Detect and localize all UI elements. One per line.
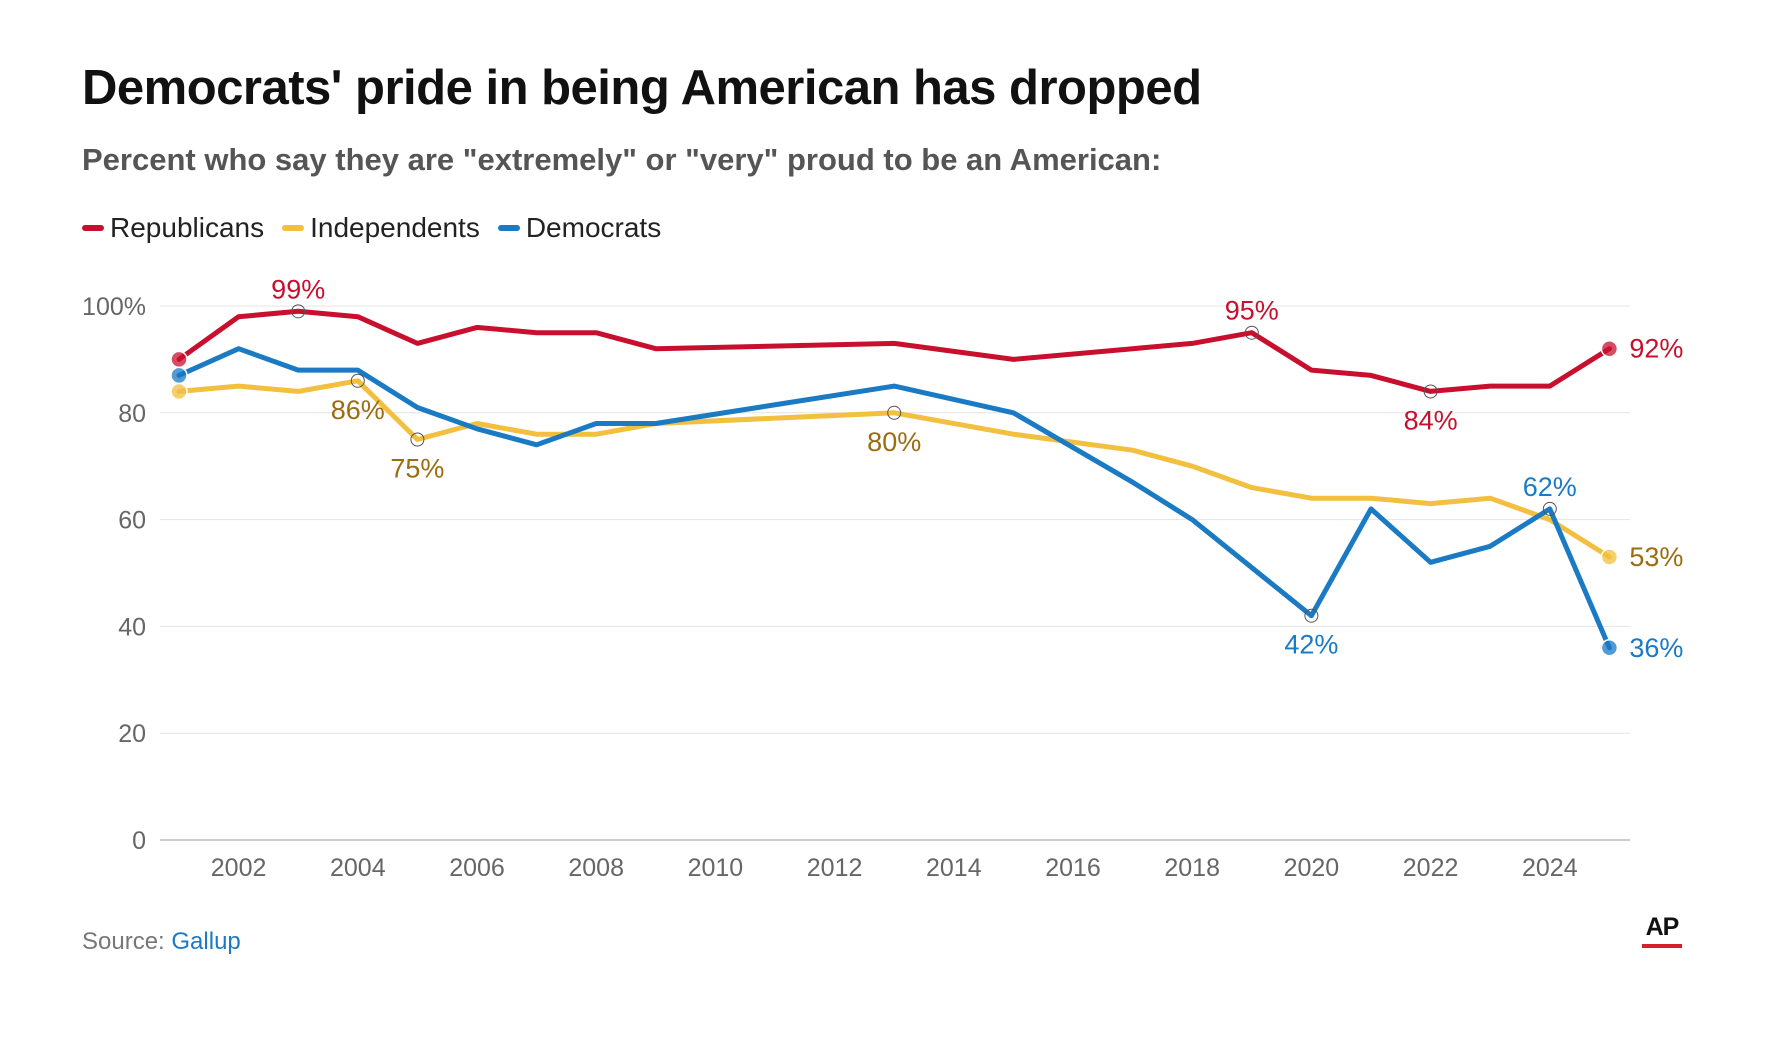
y-tick-label: 80 [118,400,146,428]
chart-title: Democrats' pride in being American has d… [82,61,1202,115]
legend-item-republicans: Republicans [82,212,264,244]
annotation-marker-democrats [1304,608,1319,623]
legend-label-democrats: Democrats [525,212,662,243]
ap-logo: AP [1642,914,1682,948]
ap-logo-text: AP [1645,913,1680,941]
x-tick-label: 2004 [330,854,386,882]
source-link[interactable]: Gallup [171,928,241,955]
legend-label-republicans: Republicans [110,212,265,243]
legend-item-democrats: Democrats [497,212,662,244]
y-tick-label: 0 [132,827,146,855]
series-democrats-start-point [170,366,188,385]
series-line-republicans [176,308,1612,394]
x-tick-label: 2014 [926,854,982,882]
annotation-marker-independents [350,373,365,388]
source-prefix: Source: [82,928,165,955]
legend-label-independents: Independents [310,212,480,243]
series-line-independents [176,378,1612,560]
legend: Republicans Independents Democrats [82,212,679,244]
series-independents-end-point [1600,548,1619,566]
data-label-democrats: 62% [1523,472,1577,502]
y-tick-label: 60 [118,507,146,535]
y-tick-label: 100% [82,293,146,321]
y-tick-label: 20 [118,720,146,748]
annotation-marker-independents [887,405,902,420]
data-label-republicans: 84% [1404,405,1458,435]
data-label-independents: 75% [390,454,444,484]
series-democrats-end-point [1600,639,1619,657]
legend-item-independents: Independents [282,212,480,244]
x-tick-label: 2018 [1164,854,1220,882]
x-tick-label: 2020 [1284,854,1340,882]
x-tick-label: 2010 [688,854,744,882]
x-tick-label: 2006 [449,854,505,882]
series-independents-start-point [170,382,188,401]
x-tick-label: 2012 [807,854,863,882]
data-label-republicans: 99% [271,274,325,304]
legend-swatch-republicans [82,225,104,231]
x-tick-label: 2008 [568,854,624,882]
annotation-marker-republicans [1244,325,1259,340]
x-tick-label: 2016 [1045,854,1101,882]
series-republicans-start-point [170,350,188,369]
x-tick-label: 2024 [1522,854,1578,882]
series-republicans-end-point [1600,339,1619,358]
legend-swatch-democrats [497,225,520,231]
chart-subtitle: Percent who say they are "extremely" or … [82,142,1162,177]
annotation-marker-republicans [291,304,306,319]
data-label-democrats: 42% [1284,630,1338,660]
x-tick-label: 2002 [211,854,267,882]
data-label-democrats: 36% [1629,633,1683,663]
x-tick-label: 2022 [1403,854,1459,882]
data-label-independents: 80% [867,427,921,457]
y-tick-label: 40 [118,613,146,641]
annotation-marker-democrats [1542,501,1557,516]
data-label-independents: 53% [1629,542,1683,572]
source-note: Source: Gallup [82,928,241,956]
annotation-marker-republicans [1423,384,1438,399]
data-label-independents: 86% [331,395,385,425]
data-label-republicans: 92% [1629,334,1683,364]
annotation-marker-independents [410,432,425,447]
series-line-democrats [176,346,1612,651]
legend-swatch-independents [282,225,305,231]
data-label-republicans: 95% [1225,296,1279,326]
ap-logo-bar [1642,944,1682,948]
